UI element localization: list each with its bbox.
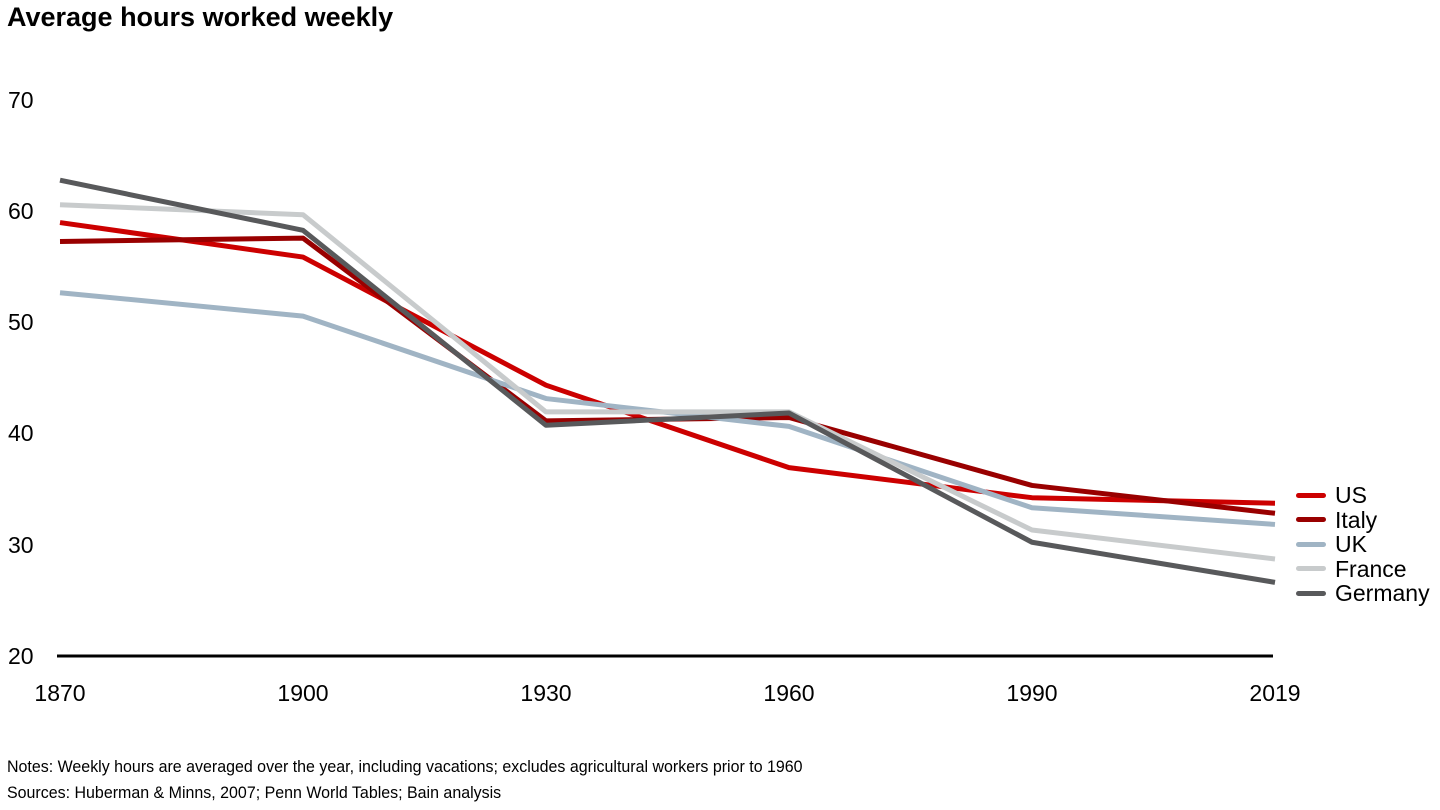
legend-item-france: France xyxy=(1296,557,1430,582)
y-tick-20: 20 xyxy=(8,643,34,669)
y-tick-30: 30 xyxy=(8,532,34,558)
legend-swatch-uk xyxy=(1296,541,1326,547)
legend-label-france: France xyxy=(1335,555,1407,582)
legend-item-italy: Italy xyxy=(1296,508,1430,533)
series-line-us xyxy=(59,220,1276,506)
legend-swatch-italy xyxy=(1296,517,1326,523)
legend-swatch-germany xyxy=(1296,590,1326,596)
y-tick-50: 50 xyxy=(8,309,34,335)
legend-item-germany: Germany xyxy=(1296,581,1430,606)
legend-swatch-france xyxy=(1296,566,1326,572)
x-tick-1870: 1870 xyxy=(34,680,86,706)
x-tick-1960: 1960 xyxy=(763,680,815,706)
series-line-france xyxy=(59,202,1276,562)
chart-footnotes: Notes: Weekly hours are averaged over th… xyxy=(7,754,1135,806)
y-tick-70: 70 xyxy=(8,87,34,113)
series-line-italy xyxy=(59,235,1276,516)
legend-label-uk: UK xyxy=(1335,531,1367,558)
x-tick-1990: 1990 xyxy=(1006,680,1058,706)
legend-item-us: US xyxy=(1296,483,1430,508)
legend-label-italy: Italy xyxy=(1335,506,1378,533)
x-tick-1930: 1930 xyxy=(520,680,572,706)
y-tick-60: 60 xyxy=(8,198,34,224)
chart-legend: US Italy UK France Germany xyxy=(1296,483,1430,606)
legend-swatch-us xyxy=(1296,492,1326,498)
legend-item-uk: UK xyxy=(1296,532,1430,557)
series-line-germany xyxy=(59,177,1276,585)
legend-label-us: US xyxy=(1335,482,1367,509)
sources-line: Sources: Huberman & Minns, 2007; Penn Wo… xyxy=(7,783,502,802)
x-tick-1900: 1900 xyxy=(277,680,329,706)
y-tick-40: 40 xyxy=(8,420,34,446)
legend-label-germany: Germany xyxy=(1335,580,1430,607)
series-line-uk xyxy=(59,290,1276,527)
x-tick-2019: 2019 xyxy=(1249,680,1301,706)
chart-title: Average hours worked weekly xyxy=(7,2,394,32)
notes-line: Notes: Weekly hours are averaged over th… xyxy=(7,757,803,776)
